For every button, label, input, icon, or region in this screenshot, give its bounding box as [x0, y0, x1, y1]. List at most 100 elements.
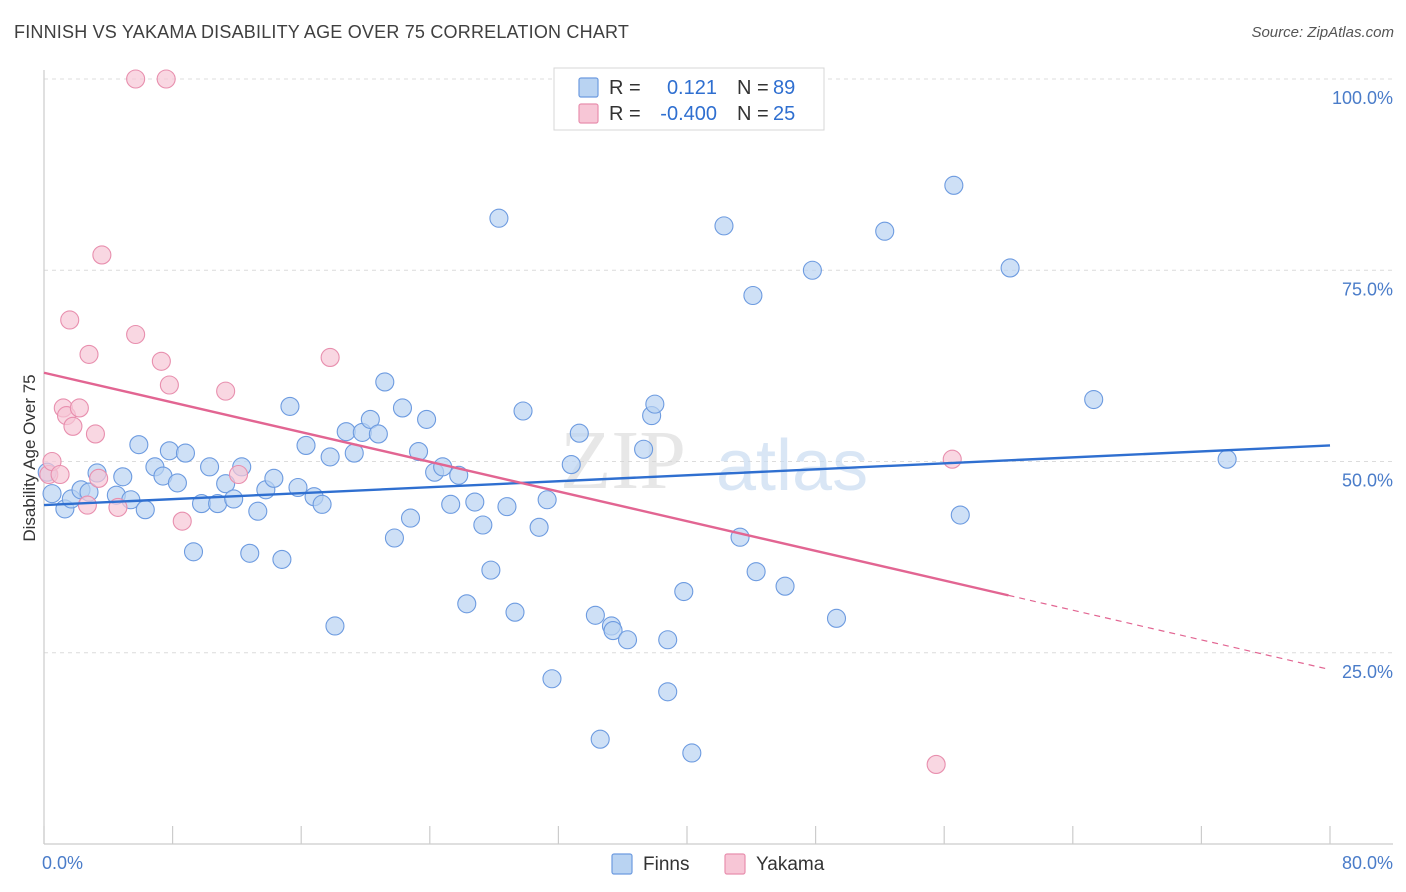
legend-swatch-finns: [578, 77, 599, 98]
finns-point-67: [617, 630, 638, 650]
finns-point-87: [1217, 449, 1237, 469]
finns-point-74: [682, 743, 702, 763]
finns-point-23: [240, 543, 260, 563]
yakama-point-7: [69, 398, 89, 418]
finns-point-56: [505, 602, 525, 622]
bottom-legend-swatch-yakama: [724, 853, 746, 875]
finns-point-64: [590, 729, 610, 749]
y-axis-label: Disability Age Over 75: [20, 374, 39, 541]
finns-point-28: [280, 396, 300, 416]
yakama-point-17: [156, 69, 176, 89]
finns-series: [37, 175, 1237, 763]
yakama-point-14: [126, 69, 146, 89]
yakama-point-9: [79, 344, 99, 364]
legend-r-label-yakama: R =: [609, 103, 641, 125]
yakama-point-21: [228, 464, 249, 485]
yakama-point-15: [126, 324, 146, 345]
y-tick-label-1: 50.0%: [1342, 471, 1393, 491]
finns-point-83: [944, 175, 964, 195]
y-tick-label-0: 25.0%: [1342, 662, 1393, 682]
finns-point-48: [441, 494, 461, 514]
finns-point-14: [167, 473, 187, 493]
stats-legend-box: [553, 67, 825, 131]
finns-point-73: [674, 581, 694, 602]
finns-point-33: [320, 447, 340, 467]
y-tick-label-2: 75.0%: [1342, 279, 1393, 299]
series-legend: Finns Yakama: [611, 853, 825, 875]
legend-n-value-finns: 89: [773, 77, 795, 99]
yakama-point-19: [172, 511, 192, 531]
finns-point-54: [489, 208, 509, 228]
yakama-point-23: [926, 754, 946, 774]
finns-point-32: [312, 494, 332, 514]
finns-point-52: [473, 515, 493, 535]
finns-point-21: [224, 489, 244, 509]
finns-point-45: [417, 409, 437, 429]
legend-r-label-finns: R =: [609, 77, 641, 99]
yakama-point-16: [151, 351, 171, 371]
finns-point-0: [42, 484, 62, 504]
finns-point-75: [714, 216, 734, 236]
y-tick-label-3: 100.0%: [1332, 88, 1393, 108]
finns-point-7: [113, 467, 133, 487]
finns-point-57: [513, 401, 533, 421]
finns-point-44: [408, 442, 429, 462]
yakama-point-22: [320, 347, 340, 368]
finns-point-18: [200, 457, 220, 477]
finns-point-81: [826, 608, 847, 628]
yakama-point-2: [50, 464, 70, 485]
legend-r-value-finns: 0.121: [667, 77, 717, 99]
finns-point-84: [950, 505, 970, 525]
finns-point-82: [875, 221, 895, 241]
finns-point-35: [336, 422, 356, 442]
finns-point-58: [529, 517, 549, 537]
finns-point-53: [481, 560, 501, 580]
finns-point-50: [457, 594, 477, 614]
finns-point-59: [537, 490, 557, 510]
finns-point-9: [135, 500, 155, 520]
finns-point-71: [658, 630, 678, 650]
watermark-atlas: atlas: [716, 426, 868, 506]
yakama-point-10: [85, 424, 105, 444]
finns-point-79: [775, 576, 795, 596]
finns-point-78: [746, 562, 766, 582]
finns-point-30: [296, 435, 316, 455]
finns-point-27: [272, 549, 292, 569]
finns-point-51: [465, 492, 485, 512]
finns-point-72: [658, 682, 678, 702]
yakama-point-12: [92, 245, 112, 265]
finns-point-39: [368, 424, 388, 444]
y-tick-labels: 25.0% 50.0% 75.0% 100.0%: [1332, 88, 1393, 682]
finns-point-60: [542, 669, 562, 689]
finns-point-41: [384, 528, 404, 548]
legend-swatch-yakama: [578, 103, 599, 124]
finns-point-77: [743, 285, 763, 306]
legend-n-label-yakama: N =: [737, 103, 769, 125]
yakama-trend-extension: [1008, 594, 1331, 671]
finns-point-38: [360, 409, 380, 429]
finns-point-20: [216, 474, 236, 494]
finns-point-42: [392, 398, 413, 418]
finns-trend-line: [43, 444, 1331, 507]
finns-point-16: [183, 542, 204, 562]
finns-point-70: [645, 394, 665, 414]
yakama-point-11: [89, 468, 109, 488]
finns-point-24: [248, 501, 268, 521]
yakama-point-20: [216, 381, 236, 401]
finns-point-26: [264, 468, 284, 488]
chart-title: FINNISH VS YAKAMA DISABILITY AGE OVER 75…: [14, 22, 630, 42]
finns-point-68: [634, 439, 654, 459]
legend-n-value-yakama: 25: [773, 103, 795, 125]
legend-n-label-finns: N =: [737, 77, 769, 99]
trend-lines: [43, 371, 1331, 671]
finns-point-80: [802, 260, 822, 280]
legend-r-value-yakama: -0.400: [660, 103, 717, 125]
finns-point-66: [603, 621, 623, 641]
finns-point-63: [585, 605, 605, 625]
finns-point-10: [129, 435, 149, 455]
bottom-legend-label-yakama: Yakama: [756, 854, 825, 875]
x-tick-label-min: 0.0%: [42, 853, 83, 873]
yakama-point-24: [942, 449, 962, 469]
finns-point-34: [325, 616, 345, 636]
